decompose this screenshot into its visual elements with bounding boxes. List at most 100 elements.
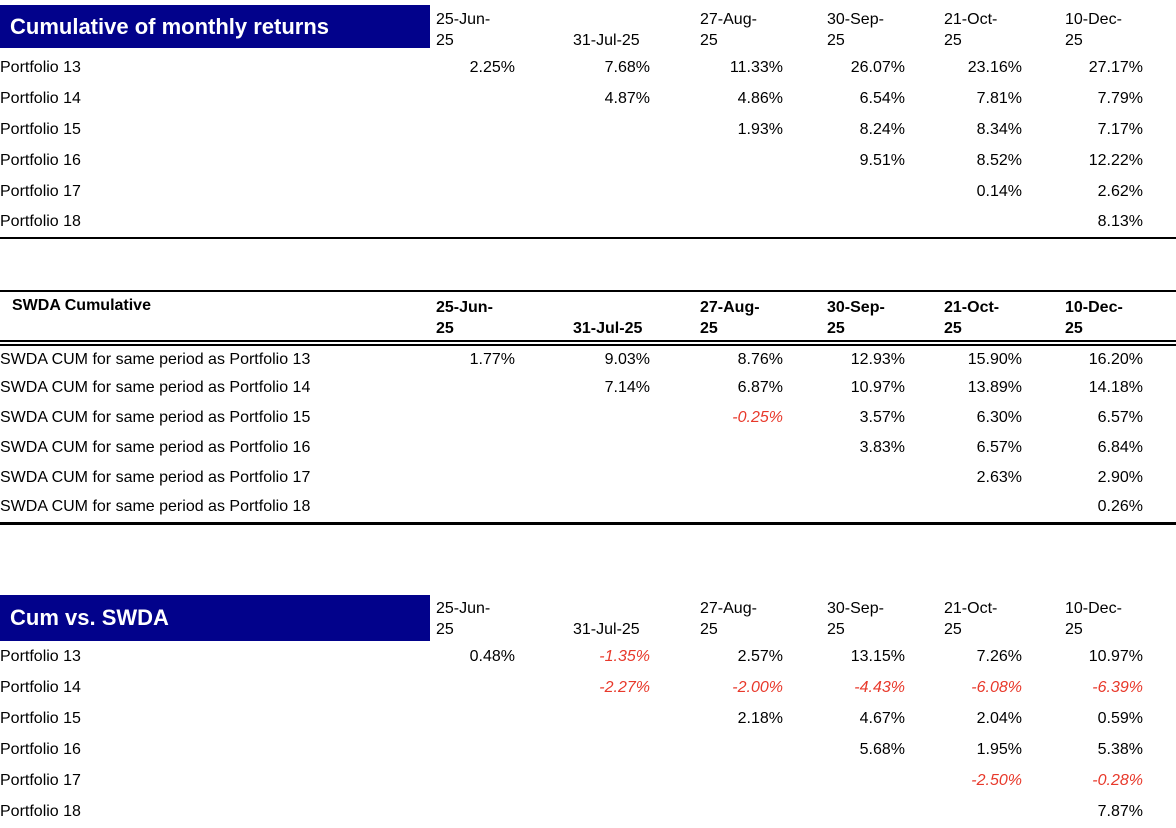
cell-value[interactable]: 8.34% xyxy=(976,120,1022,138)
cell-value[interactable]: 1.95% xyxy=(976,740,1022,758)
cell-value[interactable]: 27.17% xyxy=(1088,58,1143,76)
date-header[interactable]: 31-Jul-25 xyxy=(573,589,650,641)
cell-value[interactable]: 7.14% xyxy=(604,379,650,396)
cell-value[interactable]: -0.28% xyxy=(1092,771,1143,789)
cell-value[interactable] xyxy=(573,145,650,176)
title-cell[interactable]: Cumulative of monthly returns xyxy=(0,0,436,52)
date-header[interactable]: 27-Aug- 25 xyxy=(700,291,783,346)
row-label[interactable]: Portfolio 17 xyxy=(0,771,81,789)
row-label[interactable]: SWDA CUM for same period as Portfolio 18 xyxy=(0,498,311,516)
cell-value[interactable]: -0.25% xyxy=(732,409,783,426)
cell-value[interactable]: 11.33% xyxy=(729,58,783,76)
cell-value[interactable]: 7.17% xyxy=(1097,120,1143,138)
cell-value[interactable]: 4.86% xyxy=(737,89,783,107)
cell-value[interactable]: 4.67% xyxy=(859,709,905,727)
cell-value[interactable]: 14.18% xyxy=(1088,379,1143,396)
row-label[interactable]: Portfolio 13 xyxy=(0,647,81,665)
cell-value[interactable] xyxy=(573,433,650,463)
cell-value[interactable] xyxy=(700,493,783,523)
cell-value[interactable]: 0.26% xyxy=(1097,498,1143,516)
cell-value[interactable] xyxy=(573,703,650,734)
row-label[interactable]: Portfolio 15 xyxy=(0,709,81,727)
cell-value[interactable] xyxy=(700,796,783,827)
cell-value[interactable] xyxy=(573,176,650,207)
row-label[interactable]: Portfolio 13 xyxy=(0,58,81,76)
cell-value[interactable]: 7.87% xyxy=(1097,802,1143,820)
date-header[interactable]: 10-Dec- 25 xyxy=(1065,589,1143,641)
cell-value[interactable]: -6.08% xyxy=(971,678,1022,696)
cell-value[interactable]: 1.77% xyxy=(469,350,515,368)
date-header[interactable]: 10-Dec- 25 xyxy=(1065,291,1143,346)
cell-value[interactable] xyxy=(573,796,650,827)
cell-value[interactable]: 26.07% xyxy=(850,58,905,76)
cell-value[interactable] xyxy=(700,734,783,765)
date-header[interactable]: 30-Sep- 25 xyxy=(827,589,905,641)
date-header[interactable]: 10-Dec- 25 xyxy=(1065,0,1143,52)
date-header[interactable]: 21-Oct- 25 xyxy=(944,0,1022,52)
cell-value[interactable] xyxy=(436,176,515,207)
cell-value[interactable]: 6.54% xyxy=(859,89,905,107)
cell-value[interactable]: 10.97% xyxy=(1088,647,1143,665)
cell-value[interactable]: 6.84% xyxy=(1097,439,1143,456)
cell-value[interactable]: 12.93% xyxy=(850,350,905,368)
cell-value[interactable] xyxy=(573,765,650,796)
cell-value[interactable] xyxy=(700,145,783,176)
row-label[interactable]: Portfolio 14 xyxy=(0,678,81,696)
cell-value[interactable]: -1.35% xyxy=(599,647,650,665)
cell-value[interactable]: 2.04% xyxy=(976,709,1022,727)
cell-value[interactable]: -2.27% xyxy=(599,678,650,696)
date-header[interactable]: 25-Jun- 25 xyxy=(436,291,515,346)
cell-value[interactable]: 6.87% xyxy=(737,379,783,396)
cell-value[interactable]: 8.52% xyxy=(976,151,1022,169)
cell-value[interactable] xyxy=(827,463,905,493)
swda-cumulative-title[interactable]: SWDA Cumulative xyxy=(0,291,436,346)
row-label[interactable]: Portfolio 18 xyxy=(0,802,81,820)
cell-value[interactable] xyxy=(436,114,515,145)
date-header[interactable]: 30-Sep- 25 xyxy=(827,0,905,52)
row-label[interactable]: SWDA CUM for same period as Portfolio 16 xyxy=(0,439,311,456)
row-label[interactable]: SWDA CUM for same period as Portfolio 13 xyxy=(0,350,311,368)
cell-value[interactable] xyxy=(573,114,650,145)
row-label[interactable]: SWDA CUM for same period as Portfolio 17 xyxy=(0,469,311,486)
cell-value[interactable] xyxy=(573,207,650,238)
cell-value[interactable]: 8.24% xyxy=(859,120,905,138)
cell-value[interactable] xyxy=(700,176,783,207)
cell-value[interactable]: 9.03% xyxy=(604,350,650,368)
cell-value[interactable] xyxy=(436,493,515,523)
cell-value[interactable]: 3.83% xyxy=(859,439,905,456)
cell-value[interactable]: 8.76% xyxy=(737,350,783,368)
cell-value[interactable]: 13.15% xyxy=(850,647,905,665)
cell-value[interactable]: -4.43% xyxy=(854,678,905,696)
cell-value[interactable]: 13.89% xyxy=(967,379,1022,396)
cell-value[interactable] xyxy=(827,493,905,523)
cell-value[interactable]: 15.90% xyxy=(967,350,1022,368)
cell-value[interactable] xyxy=(700,433,783,463)
cell-value[interactable]: 9.51% xyxy=(859,151,905,169)
title-cell[interactable]: Cum vs. SWDA xyxy=(0,589,436,641)
row-label[interactable]: SWDA CUM for same period as Portfolio 14 xyxy=(0,379,311,396)
cell-value[interactable]: 3.57% xyxy=(859,409,905,426)
date-header[interactable]: 21-Oct- 25 xyxy=(944,589,1022,641)
cell-value[interactable]: 23.16% xyxy=(967,58,1022,76)
cell-value[interactable] xyxy=(436,463,515,493)
cell-value[interactable]: 2.90% xyxy=(1097,469,1143,486)
cell-value[interactable] xyxy=(700,463,783,493)
cell-value[interactable] xyxy=(700,765,783,796)
cell-value[interactable] xyxy=(436,207,515,238)
row-label[interactable]: Portfolio 15 xyxy=(0,120,81,138)
cell-value[interactable] xyxy=(436,703,515,734)
date-header[interactable]: 21-Oct- 25 xyxy=(944,291,1022,346)
cell-value[interactable]: 2.18% xyxy=(737,709,783,727)
cell-value[interactable]: 8.13% xyxy=(1097,213,1143,230)
date-header[interactable]: 25-Jun- 25 xyxy=(436,0,515,52)
row-label[interactable]: Portfolio 16 xyxy=(0,740,81,758)
cell-value[interactable]: 6.30% xyxy=(976,409,1022,426)
cell-value[interactable] xyxy=(573,403,650,433)
row-label[interactable]: Portfolio 14 xyxy=(0,89,81,107)
cell-value[interactable]: 10.97% xyxy=(850,379,905,396)
cell-value[interactable]: -2.50% xyxy=(971,771,1022,789)
cell-value[interactable] xyxy=(436,373,515,403)
cell-value[interactable]: 0.59% xyxy=(1097,709,1143,727)
cell-value[interactable] xyxy=(944,493,1022,523)
cell-value[interactable]: 2.63% xyxy=(976,469,1022,486)
